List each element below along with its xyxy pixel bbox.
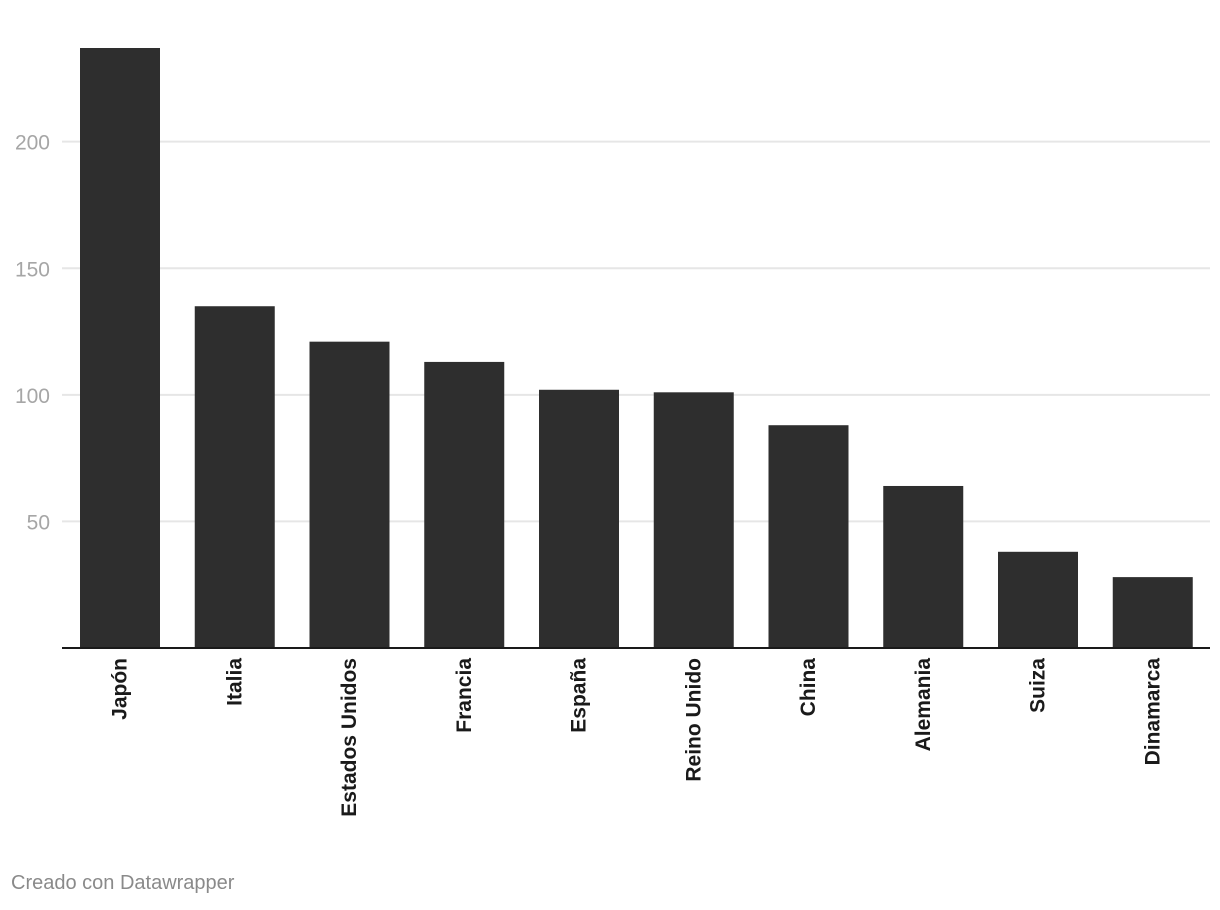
x-axis-labels: Japón Italia Estados Unidos Francia España Re…	[109, 658, 1165, 817]
x-category-label: Japón	[109, 658, 132, 720]
y-tick-label: 50	[27, 511, 50, 534]
bar-3	[309, 341, 390, 648]
bar-2	[194, 306, 275, 648]
bar-7	[768, 425, 849, 648]
x-category-label: Estados Unidos	[338, 658, 361, 817]
y-tick-label: 150	[15, 258, 50, 281]
bar-9	[998, 551, 1078, 648]
x-category-label: Italia	[223, 658, 246, 706]
x-category-label: Suiza	[1027, 658, 1050, 713]
credit-text: Creado con Datawrapper	[11, 872, 235, 894]
bar-5	[539, 389, 619, 648]
x-category-label: Francia	[453, 658, 476, 733]
bar-chart: 50 100 150 200 Japón Italia Estados Unidos Fra…	[15, 48, 1210, 817]
bar-8	[883, 485, 964, 648]
y-tick-label: 200	[15, 132, 50, 155]
x-category-label: Alemania	[912, 658, 935, 752]
bar-6	[653, 392, 734, 648]
bar-10	[1112, 577, 1193, 648]
bar-4	[424, 361, 505, 648]
y-axis-ticks: 50 100 150 200	[15, 132, 50, 535]
bars	[80, 48, 1193, 648]
y-tick-label: 100	[15, 385, 50, 408]
x-category-label: Dinamarca	[1141, 658, 1164, 766]
x-category-label: China	[797, 658, 820, 717]
x-category-label: Reino Unido	[682, 658, 705, 782]
bar-1	[80, 48, 160, 648]
x-category-label: España	[568, 658, 591, 733]
